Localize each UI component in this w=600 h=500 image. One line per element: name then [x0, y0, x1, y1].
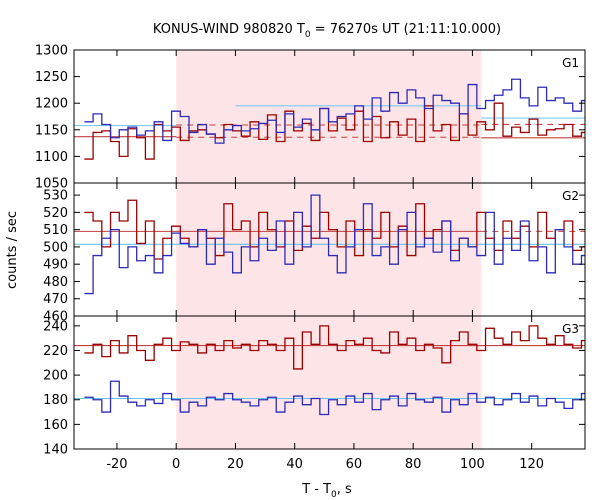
x-axis-title: T - T0, s — [301, 482, 352, 500]
panel-g3: 140 160 180 200 220 240 -20 0 20 40 60 80 100 120 G3 — [43, 315, 586, 472]
g1-y-tick-label: 1100 — [35, 150, 68, 165]
panel-g2: 460 470 480 490 500 510 520 530 G2 — [43, 182, 586, 325]
panel-g1: 1050 1100 1150 1200 1250 1300 G1 — [35, 44, 586, 192]
chart-title-subscript: 0 — [305, 30, 311, 40]
svg-text:KONUS-WIND 980820 T0 = 76270s: KONUS-WIND 980820 T0 = 76270s UT (21:11:… — [153, 22, 501, 40]
y-axis-title: counts / sec — [5, 211, 20, 289]
x-tick-label: -20 — [106, 457, 127, 472]
x-tick-label: 100 — [460, 457, 485, 472]
x-axis-title-subscript: 0 — [331, 490, 337, 500]
g2-y-tick-label: 480 — [43, 275, 68, 290]
g2-plot-area — [74, 194, 585, 295]
g3-y-tick-label: 180 — [43, 393, 68, 408]
g3-y-tick-label: 220 — [43, 344, 68, 359]
g2-y-tick-label: 470 — [43, 292, 68, 307]
g1-y-tick-label: 1300 — [35, 44, 68, 59]
g1-plot-area — [74, 78, 585, 160]
g2-panel-label: G2 — [562, 189, 579, 203]
x-tick-label: 60 — [346, 457, 363, 472]
g3-frame — [73, 315, 586, 450]
g1-y-tick-label: 1200 — [35, 97, 68, 112]
x-tick-label: 0 — [172, 457, 180, 472]
g2-series-blue-step — [84, 194, 585, 295]
g1-series-blue-step — [84, 78, 585, 144]
g2-y-tick-label: 510 — [43, 223, 68, 238]
chart-title-main: KONUS-WIND 980820 T — [153, 22, 305, 37]
g1-y-tick-label: 1150 — [35, 123, 68, 138]
g1-y-tick-label: 1050 — [35, 177, 68, 192]
g3-y-tick-label: 160 — [43, 418, 68, 433]
chart-title: KONUS-WIND 980820 T0 = 76270s UT (21:11:… — [153, 22, 501, 40]
x-tick-label: 40 — [286, 457, 303, 472]
chart-title-rest: = 76270s UT (21:11:10.000) — [311, 22, 501, 37]
g3-y-tick-label: 140 — [43, 443, 68, 458]
x-tick-label: 80 — [405, 457, 422, 472]
x-tick-label: 20 — [227, 457, 244, 472]
g3-series-blue-step — [84, 380, 585, 416]
g3-y-tick-label: 240 — [43, 319, 68, 334]
g1-panel-label: G1 — [562, 56, 579, 70]
g2-y-tick-label: 460 — [43, 310, 68, 325]
g1-y-tick-label: 1250 — [35, 70, 68, 85]
x-axis-title-rest: , s — [337, 482, 352, 497]
g2-y-tick-label: 520 — [43, 206, 68, 221]
x-axis-title-main: T - T — [301, 482, 331, 497]
g2-y-tick-label: 530 — [43, 189, 68, 204]
g3-series-red-step — [84, 325, 585, 370]
g3-y-tick-label: 200 — [43, 369, 68, 384]
g3-plot-area — [74, 325, 585, 416]
g3-panel-label: G3 — [562, 322, 579, 336]
x-tick-label: 120 — [519, 457, 544, 472]
g2-y-tick-label: 490 — [43, 258, 68, 273]
g2-y-tick-label: 500 — [43, 240, 68, 255]
